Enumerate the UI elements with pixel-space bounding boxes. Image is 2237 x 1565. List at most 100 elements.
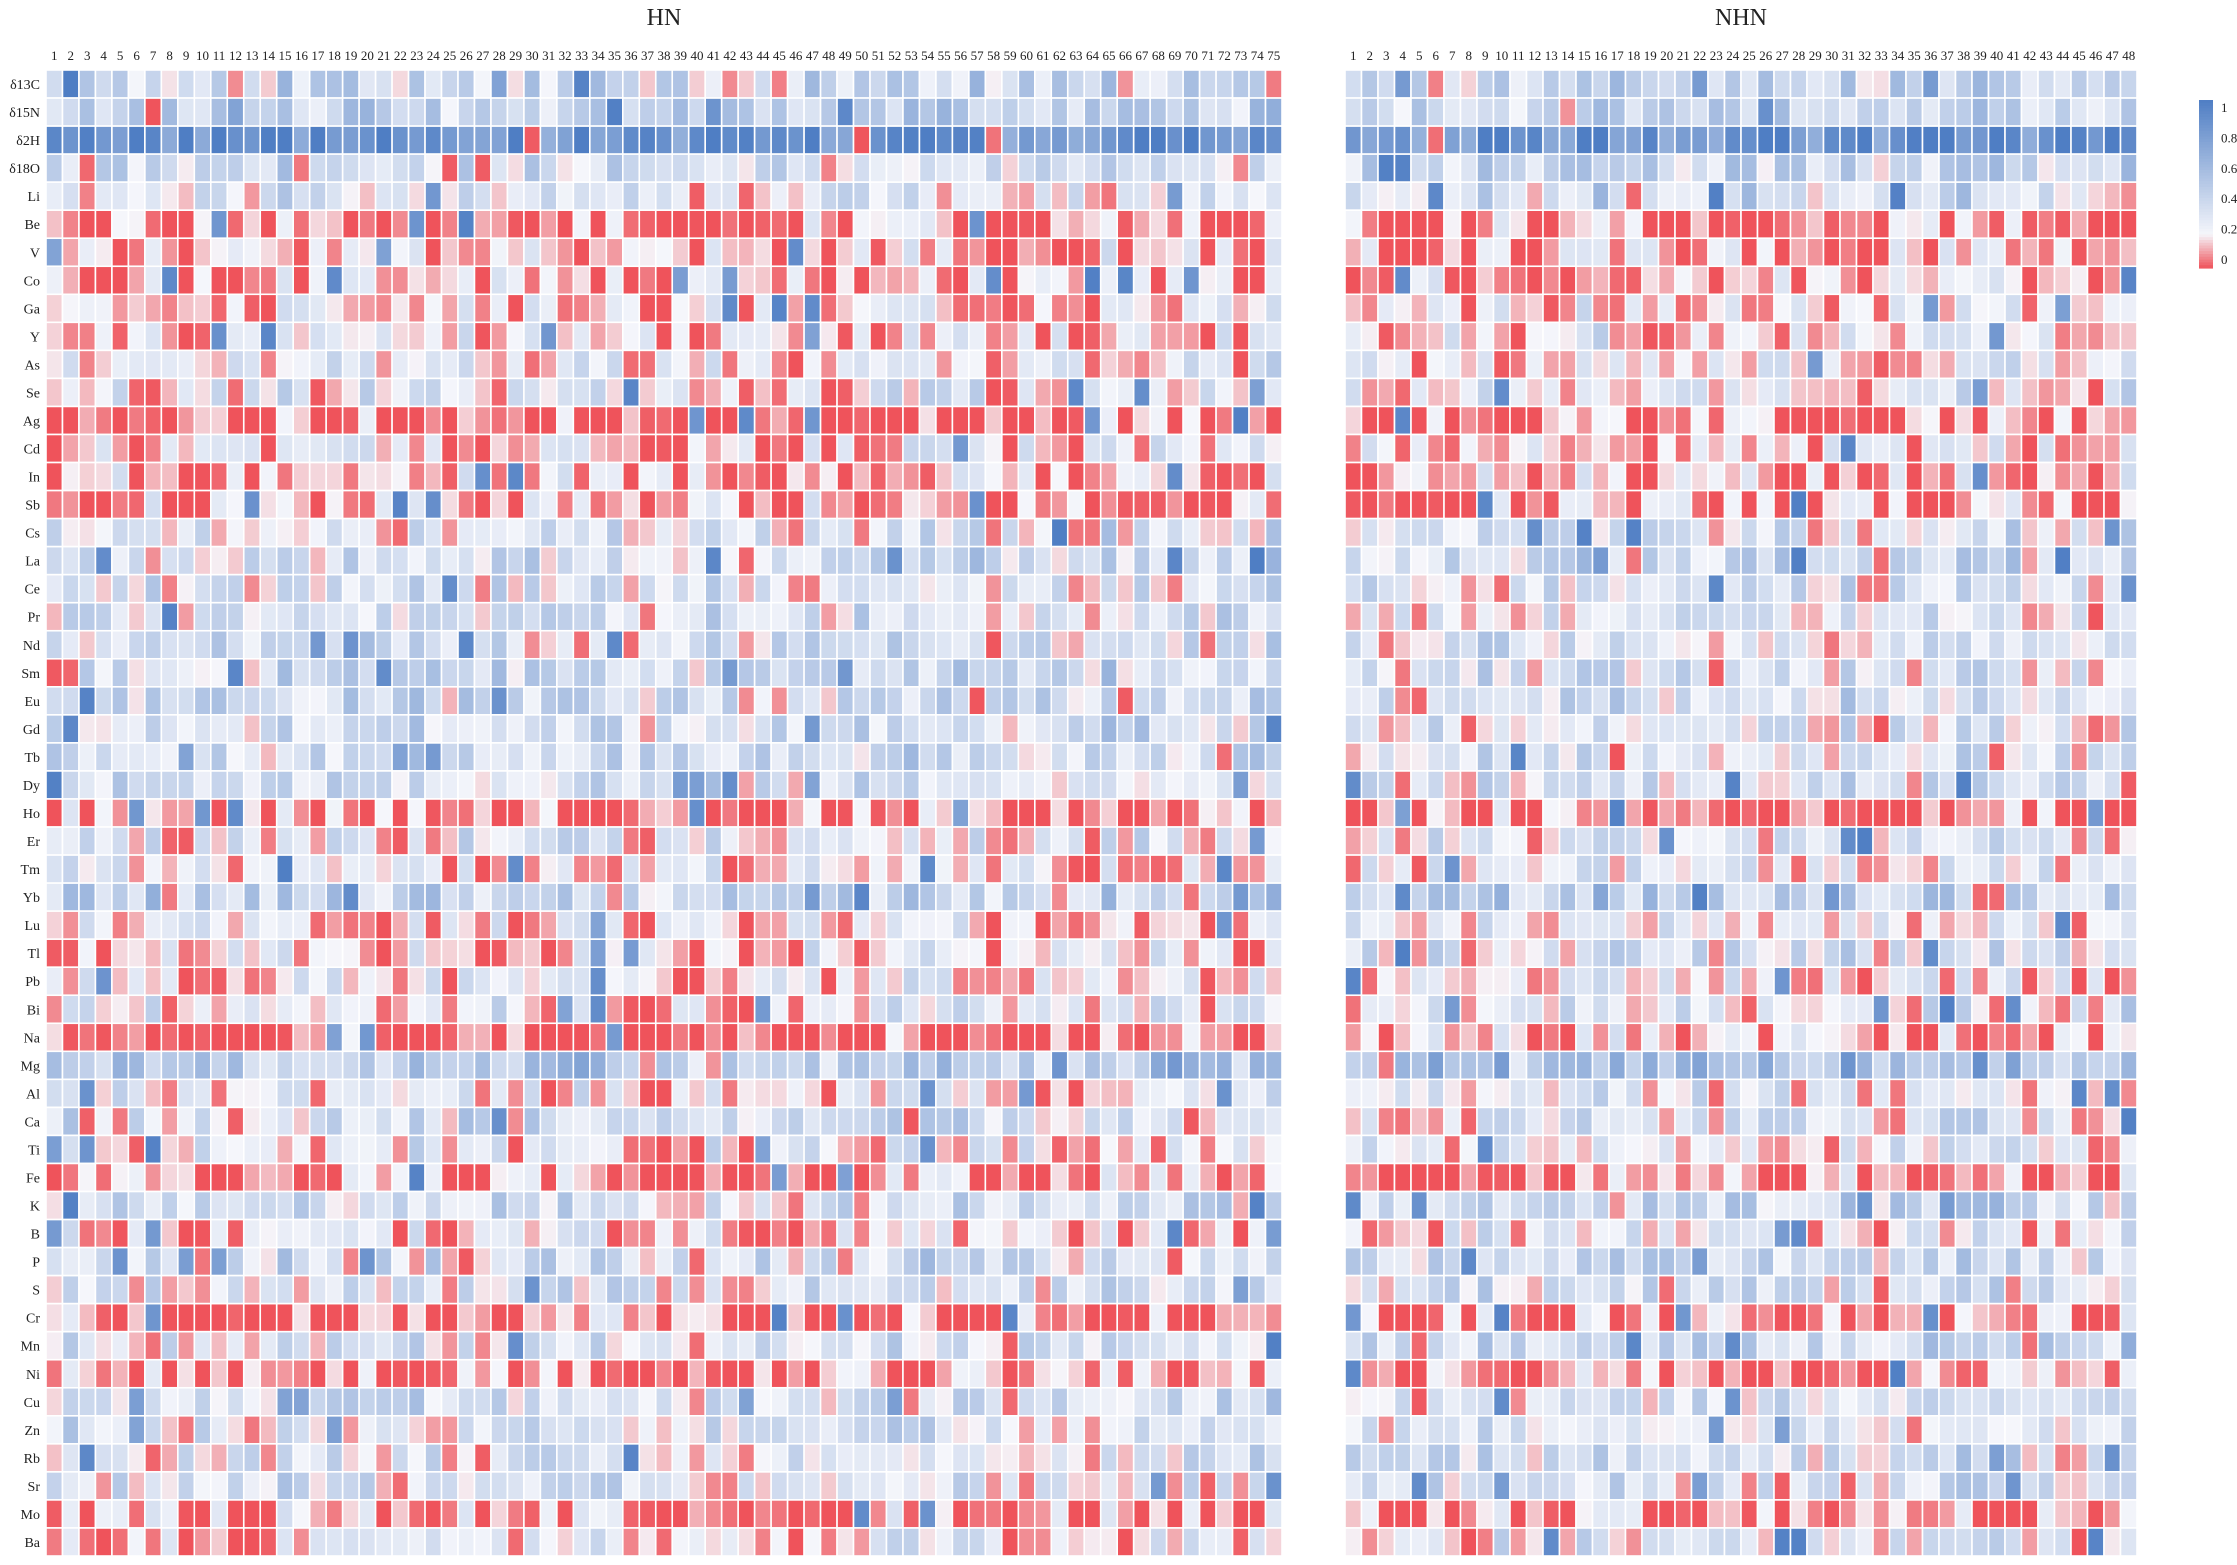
heatmap-cell <box>210 181 229 211</box>
heatmap-cell <box>556 938 575 969</box>
heatmap-cell <box>1443 433 1462 464</box>
heatmap-cell <box>2070 433 2089 464</box>
heatmap-cell <box>127 517 146 548</box>
heatmap-cell <box>539 153 558 183</box>
heatmap-cell <box>852 1330 871 1361</box>
heatmap-cell <box>1066 1190 1086 1221</box>
heatmap-cell <box>589 798 608 828</box>
heatmap-cell <box>424 1078 443 1109</box>
heatmap-cell <box>935 686 954 716</box>
heatmap-cell <box>1476 69 1495 99</box>
heatmap-cell <box>2004 349 2023 380</box>
heatmap-cell <box>605 1330 624 1361</box>
column-label: 12 <box>1528 48 1541 63</box>
heatmap-cell <box>210 405 229 436</box>
heatmap-cell <box>951 1443 970 1473</box>
column-label: 73 <box>1234 48 1247 63</box>
heatmap-cell <box>292 1022 311 1053</box>
heatmap-cell <box>1987 265 2006 296</box>
heatmap-cell <box>2070 209 2089 240</box>
heatmap-cell <box>177 237 196 268</box>
heatmap-cell <box>1017 601 1036 632</box>
heatmap-cell <box>1165 181 1184 211</box>
heatmap-cell <box>720 657 739 688</box>
heatmap-cell <box>407 321 426 352</box>
heatmap-cell <box>325 826 344 856</box>
heatmap-cell <box>539 1443 558 1473</box>
heatmap-cell <box>737 1190 756 1221</box>
heatmap-cell <box>391 1386 410 1417</box>
heatmap-cell <box>621 125 641 155</box>
heatmap-cell <box>407 125 426 155</box>
row-label: Er <box>27 835 41 850</box>
heatmap-cell <box>704 601 723 632</box>
heatmap-cell <box>951 882 970 912</box>
heatmap-cell <box>1476 181 1495 211</box>
heatmap-cell <box>1459 69 1478 99</box>
heatmap-cell <box>2086 321 2105 352</box>
heatmap-cell <box>1017 770 1036 800</box>
heatmap-cell <box>374 1022 393 1053</box>
heatmap-cell <box>506 938 525 969</box>
heatmap-cell <box>308 125 327 155</box>
heatmap-cell <box>1476 125 1495 155</box>
heatmap-cell <box>506 237 525 268</box>
heatmap-cell <box>951 1162 970 1193</box>
heatmap-cell <box>1839 461 1858 492</box>
heatmap-cell <box>1591 545 1610 576</box>
heatmap-cell <box>1723 349 1742 380</box>
heatmap-cell <box>1116 293 1135 324</box>
heatmap-cell <box>1822 517 1841 548</box>
heatmap-cell <box>490 1106 509 1137</box>
heatmap-cell <box>1099 489 1118 520</box>
heatmap-cell <box>885 349 904 380</box>
heatmap-cell <box>1264 97 1283 127</box>
heatmap-cell <box>1264 1302 1283 1333</box>
heatmap-cell <box>786 629 805 660</box>
heatmap-cell <box>1001 1443 1020 1473</box>
column-label: 39 <box>674 48 687 63</box>
heatmap-cell <box>210 882 229 912</box>
heatmap-cell <box>918 994 937 1025</box>
heatmap-cell <box>1690 265 1709 296</box>
heatmap-cell <box>786 377 805 408</box>
heatmap-cell <box>94 1499 113 1529</box>
heatmap-cell <box>1132 910 1151 940</box>
heatmap-cell <box>1377 237 1396 268</box>
heatmap-cell <box>737 1050 756 1081</box>
heatmap-cell <box>951 1386 970 1417</box>
heatmap-cell <box>968 237 987 268</box>
heatmap-cell <box>94 1330 113 1361</box>
heatmap-cell <box>819 545 838 576</box>
heatmap-cell <box>918 545 937 576</box>
heatmap-cell <box>737 798 756 828</box>
heatmap-cell <box>94 1246 113 1277</box>
heatmap-cell <box>1215 1078 1234 1109</box>
heatmap-cell <box>852 826 871 856</box>
heatmap-cell <box>259 321 278 352</box>
heatmap-cell <box>951 742 970 772</box>
heatmap-cell <box>391 1471 410 1501</box>
heatmap-cell <box>819 1050 838 1081</box>
heatmap-cell <box>1083 321 1102 352</box>
heatmap-cell <box>457 349 476 380</box>
heatmap-cell <box>803 69 822 99</box>
heatmap-cell <box>78 826 97 856</box>
heatmap-cell <box>111 545 130 576</box>
heatmap-cell <box>1591 69 1610 99</box>
heatmap-cell <box>556 966 575 997</box>
heatmap-cell <box>407 1386 426 1417</box>
heatmap-cell <box>687 1471 706 1501</box>
heatmap-cell <box>1231 517 1250 548</box>
heatmap-cell <box>1459 125 1478 155</box>
heatmap-cell <box>1987 153 2006 183</box>
heatmap-cell <box>2070 377 2089 408</box>
row-label: Mo <box>21 1508 40 1523</box>
heatmap-cell <box>819 629 838 660</box>
heatmap-cell <box>490 1443 509 1473</box>
heatmap-cell <box>325 181 344 211</box>
heatmap-cell <box>111 938 130 969</box>
heatmap-cell <box>210 517 229 548</box>
heatmap-cell <box>638 1527 657 1557</box>
heatmap-cell <box>770 1218 789 1249</box>
